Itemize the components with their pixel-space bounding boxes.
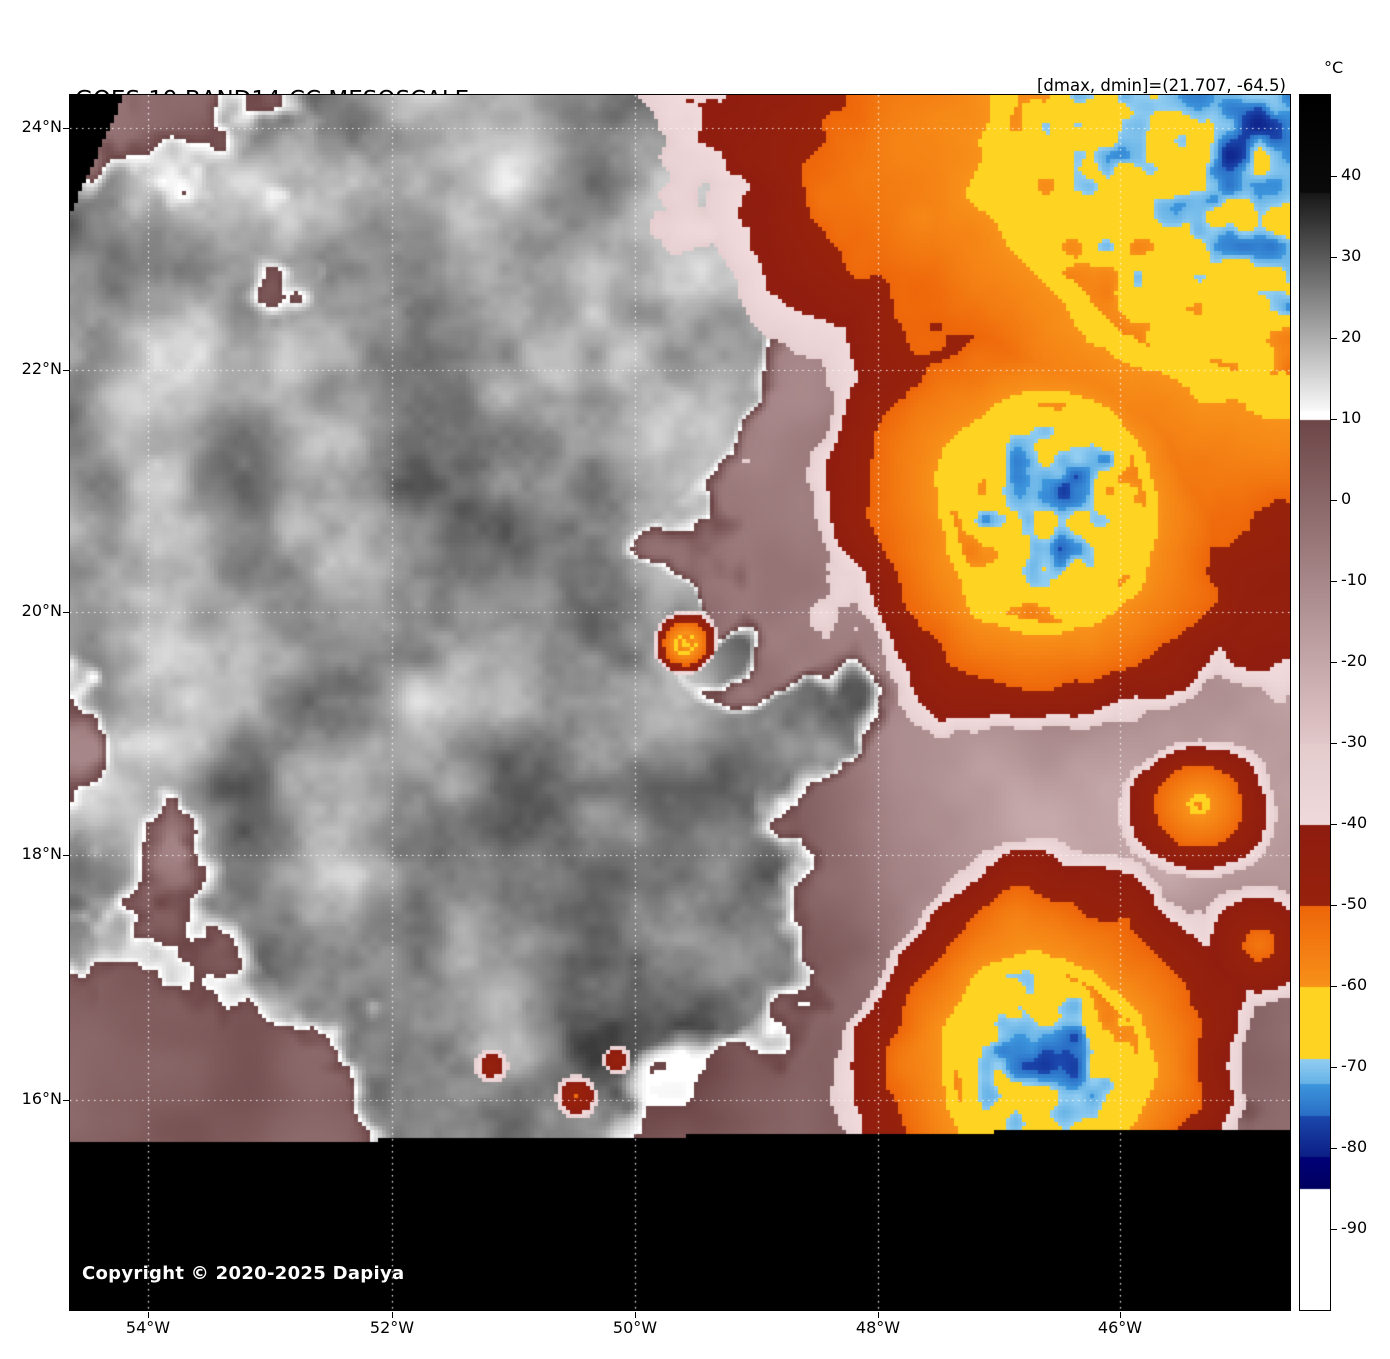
lon-tick bbox=[148, 1312, 149, 1318]
colorbar-tick-label: -60 bbox=[1341, 975, 1368, 994]
map-frame: Copyright © 2020-2025 Dapiya bbox=[69, 94, 1291, 1311]
lat-label: 16°N bbox=[21, 1089, 62, 1108]
colorbar-tick bbox=[1331, 905, 1337, 906]
colorbar-tick-label: 20 bbox=[1341, 327, 1362, 346]
colorbar-tick bbox=[1331, 986, 1337, 987]
colorbar-tick-label: -20 bbox=[1341, 651, 1368, 670]
satellite-ir-image bbox=[70, 95, 1290, 1310]
dmax-dmin-readout: [dmax, dmin]=(21.707, -64.5) bbox=[1037, 76, 1286, 95]
copyright-text: Copyright © 2020-2025 Dapiya bbox=[82, 1263, 405, 1284]
colorbar-gradient bbox=[1300, 95, 1330, 1310]
colorbar-tick bbox=[1331, 1229, 1337, 1230]
lon-label: 50°W bbox=[612, 1318, 658, 1337]
colorbar-tick-label: 40 bbox=[1341, 165, 1362, 184]
lat-label: 20°N bbox=[21, 601, 62, 620]
colorbar-tick-label: -90 bbox=[1341, 1218, 1368, 1237]
lon-tick bbox=[635, 1312, 636, 1318]
lat-label: 24°N bbox=[21, 117, 62, 136]
lat-label: 22°N bbox=[21, 359, 62, 378]
colorbar-tick bbox=[1331, 500, 1337, 501]
lat-tick bbox=[63, 370, 69, 371]
lon-tick bbox=[392, 1312, 393, 1318]
colorbar-tick-label: 10 bbox=[1341, 408, 1362, 427]
colorbar-tick bbox=[1331, 176, 1337, 177]
colorbar-tick bbox=[1331, 1067, 1337, 1068]
colorbar-tick-label: -50 bbox=[1341, 894, 1368, 913]
colorbar-tick-label: 0 bbox=[1341, 489, 1352, 508]
colorbar-tick bbox=[1331, 743, 1337, 744]
colorbar-tick bbox=[1331, 824, 1337, 825]
lat-label: 18°N bbox=[21, 844, 62, 863]
lat-tick bbox=[63, 128, 69, 129]
colorbar-unit-label: °C bbox=[1324, 58, 1344, 77]
colorbar-tick-label: -40 bbox=[1341, 813, 1368, 832]
lat-tick bbox=[63, 612, 69, 613]
colorbar-tick bbox=[1331, 257, 1337, 258]
lat-tick bbox=[63, 1100, 69, 1101]
colorbar-tick bbox=[1331, 338, 1337, 339]
lon-label: 52°W bbox=[369, 1318, 415, 1337]
lon-label: 46°W bbox=[1097, 1318, 1143, 1337]
temperature-colorbar bbox=[1299, 94, 1331, 1311]
colorbar-tick-label: -10 bbox=[1341, 570, 1368, 589]
colorbar-tick-label: 30 bbox=[1341, 246, 1362, 265]
lon-tick bbox=[878, 1312, 879, 1318]
lat-tick bbox=[63, 855, 69, 856]
colorbar-tick-label: -30 bbox=[1341, 732, 1368, 751]
colorbar-tick-label: -70 bbox=[1341, 1056, 1368, 1075]
colorbar-tick bbox=[1331, 419, 1337, 420]
lon-tick bbox=[1120, 1312, 1121, 1318]
colorbar-tick bbox=[1331, 1148, 1337, 1149]
lon-label: 48°W bbox=[855, 1318, 901, 1337]
colorbar-tick bbox=[1331, 662, 1337, 663]
colorbar-tick-label: -80 bbox=[1341, 1137, 1368, 1156]
lon-label: 54°W bbox=[125, 1318, 171, 1337]
colorbar-tick bbox=[1331, 581, 1337, 582]
